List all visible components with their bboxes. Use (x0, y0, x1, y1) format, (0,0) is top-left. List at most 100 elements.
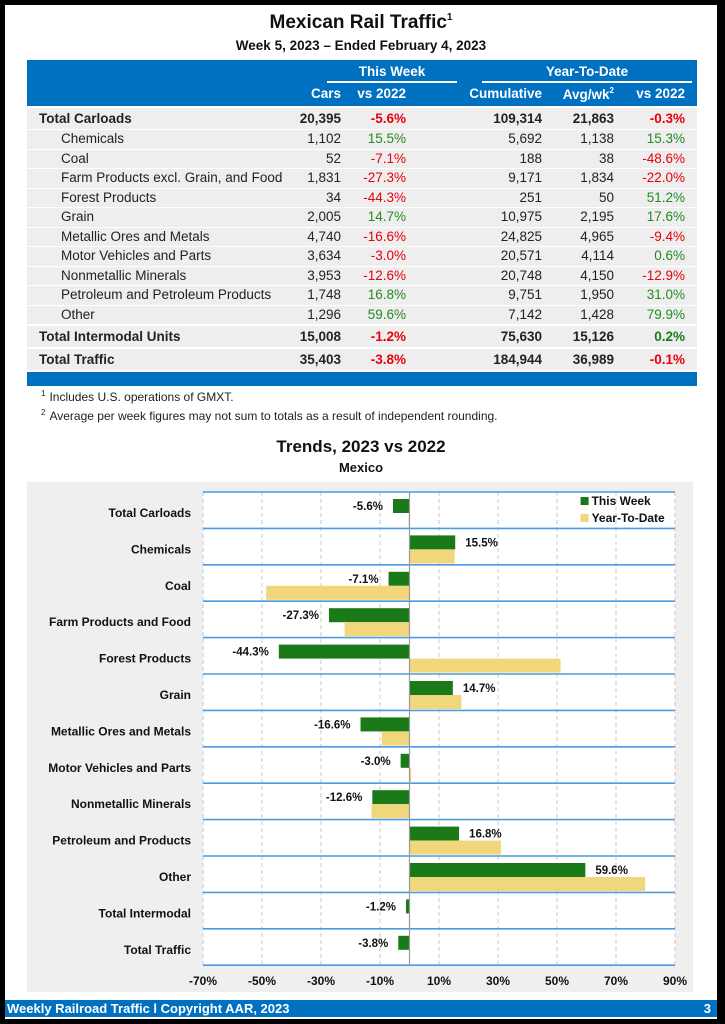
row-label: Other (61, 306, 95, 322)
cell-cars: 20,395 (299, 111, 341, 126)
data-label: -5.6% (353, 501, 383, 513)
row-label: Coal (61, 150, 89, 166)
cell-week-pct: 59.6% (367, 306, 406, 322)
cell-avg: 50 (598, 189, 614, 205)
table-row: Coal 52 -7.1% 188 38 -48.6% (27, 148, 697, 168)
cell-cars: 1,296 (307, 306, 341, 322)
row-label: Motor Vehicles and Parts (61, 248, 212, 263)
bar-this-week (278, 644, 410, 659)
cell-avg: 4,114 (581, 248, 614, 263)
cell-cumulative: 24,825 (500, 228, 542, 244)
table-footer-bar (27, 372, 697, 386)
category-label: Nonmetallic Minerals (71, 797, 191, 811)
bar-year-to-date (344, 622, 410, 637)
cell-week-pct: -16.6% (363, 228, 406, 244)
table-body: Total Carloads 20,395 -5.6% 109,314 21,863 -0… (27, 106, 697, 370)
row-label: Total Traffic (39, 352, 115, 367)
x-tick-label: 10% (427, 974, 451, 988)
cell-avg: 1,138 (580, 131, 614, 146)
category-label: Other (159, 870, 191, 884)
cell-cumulative: 188 (519, 150, 542, 166)
row-label: Metallic Ores and Metals (61, 228, 210, 244)
row-label: Chemicals (61, 131, 125, 146)
table-row: Total Traffic 35,403 -3.8% 184,944 36,989 -0.… (27, 347, 697, 370)
bar-year-to-date (409, 549, 455, 564)
group-header-ytd: Year-To-Date (545, 64, 629, 79)
bar-this-week (409, 681, 453, 695)
col-header-cumulative: Cumulative (469, 86, 542, 101)
trends-bar-chart: -5.6% Total Carloads 15.5% Chemicals -7.1% Co… (48, 491, 687, 988)
bar-year-to-date (266, 585, 410, 600)
cell-avg: 4,965 (580, 228, 614, 244)
bar-year-to-date (371, 804, 410, 819)
cell-week-pct: -1.2% (370, 329, 406, 344)
category-label: Coal (165, 579, 191, 593)
bar-year-to-date (409, 658, 561, 673)
cell-week-pct: 14.7% (367, 209, 406, 224)
bar-this-week (405, 899, 410, 914)
cell-cars: 1,831 (307, 170, 341, 185)
cell-cumulative: 10,975 (500, 209, 542, 224)
cell-ytd-pct: -48.6% (642, 150, 685, 166)
bar-this-week (392, 499, 410, 513)
col-header-avg: Avg/wk2 (562, 86, 614, 102)
table-header: This Week Year-To-Date Cars vs 2022 Cumu… (27, 60, 697, 106)
row-label: Farm Products excl. Grain, and Food (61, 170, 283, 185)
cell-week-pct: -12.6% (363, 267, 406, 283)
row-label: Nonmetallic Minerals (61, 267, 187, 283)
bar-year-to-date (409, 877, 646, 891)
table-row: Grain 2,005 14.7% 10,975 2,195 17.6% (27, 207, 697, 227)
page-title: Mexican Rail Traffic1 (269, 12, 453, 33)
cell-avg: 1,428 (580, 306, 614, 322)
data-label: -44.3% (232, 647, 268, 659)
cell-avg: 15,126 (572, 329, 614, 344)
bar-this-week (388, 571, 410, 586)
data-label: 14.7% (463, 683, 496, 695)
x-tick-label: -10% (366, 974, 394, 988)
cell-cars: 2,005 (307, 209, 341, 224)
bar-this-week (409, 863, 586, 877)
cell-cumulative: 251 (519, 189, 542, 205)
cell-cars: 3,634 (307, 248, 341, 263)
cell-cars: 3,953 (307, 267, 341, 283)
page-number: 3 (703, 1001, 711, 1016)
data-label: -3.8% (358, 938, 388, 950)
bar-this-week (398, 935, 410, 950)
cell-ytd-pct: -22.0% (642, 170, 685, 185)
table-row: Farm Products excl. Grain, and Food 1,831… (27, 168, 697, 188)
traffic-table: This Week Year-To-Date Cars vs 2022 Cumu… (27, 60, 697, 386)
cell-cars: 52 (325, 150, 341, 166)
cell-ytd-pct: -0.1% (649, 352, 685, 367)
cell-week-pct: 16.8% (367, 287, 406, 302)
cell-ytd-pct: 0.6% (654, 248, 685, 263)
cell-week-pct: -27.3% (363, 170, 406, 185)
cell-avg: 38 (598, 150, 614, 166)
cell-cumulative: 7,142 (508, 306, 542, 322)
col-header-vs2022-ytd: vs 2022 (636, 86, 685, 101)
col-header-vs2022-week: vs 2022 (357, 86, 406, 101)
table-row: Motor Vehicles and Parts 3,634 -3.0% 20,571… (27, 246, 697, 266)
x-tick-label: 50% (545, 974, 569, 988)
cell-ytd-pct: -12.9% (642, 267, 685, 283)
category-label: Farm Products and Food (49, 615, 191, 629)
cell-cumulative: 9,171 (508, 170, 542, 185)
group-header-this-week: This Week (358, 64, 426, 79)
bar-this-week (328, 608, 410, 623)
data-label: -7.1% (349, 574, 379, 586)
cell-cumulative: 20,571 (500, 248, 542, 263)
cell-cars: 35,403 (299, 352, 341, 367)
cell-ytd-pct: 17.6% (646, 209, 685, 224)
cell-week-pct: -5.6% (370, 111, 406, 126)
cell-cars: 34 (325, 189, 341, 205)
row-label: Petroleum and Petroleum Products (61, 287, 272, 302)
category-label: Petroleum and Products (52, 834, 191, 848)
data-label: -1.2% (366, 901, 396, 913)
cell-avg: 1,834 (580, 170, 614, 185)
bar-this-week (409, 535, 456, 550)
bar-year-to-date (409, 767, 412, 782)
group-header-underline (482, 81, 692, 83)
cell-cars: 4,740 (307, 228, 341, 244)
group-header-underline (327, 81, 457, 83)
cell-week-pct: -3.0% (370, 248, 406, 263)
legend-label: This Week (592, 494, 651, 508)
